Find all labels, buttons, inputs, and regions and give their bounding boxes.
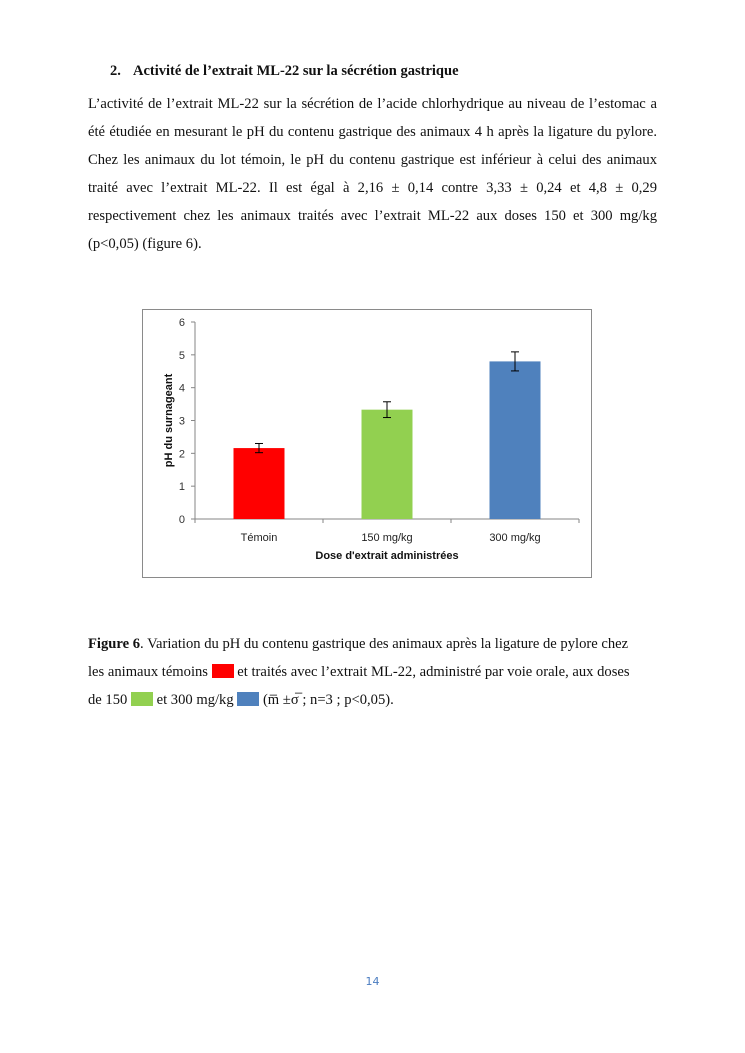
swatch-150 bbox=[130, 692, 153, 706]
swatch-300 bbox=[237, 692, 260, 706]
swatch-temoin bbox=[211, 664, 234, 678]
caption-text-3c: (m̅ ±σ̅ ; n=3 ; p<0,05). bbox=[259, 692, 394, 708]
y-tick-label: 6 bbox=[179, 317, 185, 329]
page-number: 14 bbox=[365, 975, 380, 988]
y-tick-label: 2 bbox=[179, 448, 185, 460]
y-tick-label: 3 bbox=[179, 416, 185, 428]
x-tick-label: Témoin bbox=[241, 532, 278, 544]
figure-chart: 0 1 2 3 4 5 6 Témoin 150 mg/kg 300 mg/kg Dose d'ex… bbox=[142, 309, 592, 578]
y-tick-label: 4 bbox=[179, 383, 185, 395]
y-axis-label: pH du surnageant bbox=[163, 373, 175, 467]
y-tick-label: 1 bbox=[179, 481, 185, 493]
bar-chart: 0 1 2 3 4 5 6 Témoin 150 mg/kg 300 mg/kg Dose d'ex… bbox=[163, 317, 580, 562]
figure-caption: Figure 6. Variation du pH du contenu gas… bbox=[88, 630, 668, 714]
x-tick-label: 300 mg/kg bbox=[489, 532, 540, 544]
caption-text-3a: de 150 bbox=[88, 692, 131, 708]
caption-text-2b: et traités avec l’extrait ML-22, adminis… bbox=[233, 664, 630, 680]
bar-0 bbox=[233, 448, 285, 519]
y-tick-label: 0 bbox=[179, 514, 185, 526]
y-tick-label: 5 bbox=[179, 350, 185, 362]
caption-text-3b: et 300 mg/kg bbox=[152, 692, 238, 708]
caption-text-1: . Variation du pH du contenu gastrique d… bbox=[140, 636, 629, 652]
caption-label: Figure 6 bbox=[88, 636, 141, 652]
section-title: Activité de l’extrait ML-22 sur la sécré… bbox=[133, 63, 459, 79]
bar-1 bbox=[361, 409, 413, 519]
paragraph-text: L’activité de l’extrait ML-22 sur la séc… bbox=[88, 96, 657, 252]
caption-text-2a: les animaux témoins bbox=[88, 664, 212, 680]
bar-2 bbox=[489, 361, 541, 519]
section-heading: 2. Activité de l’extrait ML-22 sur la séc… bbox=[110, 63, 459, 80]
body-paragraph: L’activité de l’extrait ML-22 sur la séc… bbox=[88, 90, 657, 258]
section-number: 2. bbox=[110, 63, 121, 79]
x-axis-label: Dose d'extrait administrées bbox=[315, 550, 458, 562]
x-tick-label: 150 mg/kg bbox=[361, 532, 412, 544]
